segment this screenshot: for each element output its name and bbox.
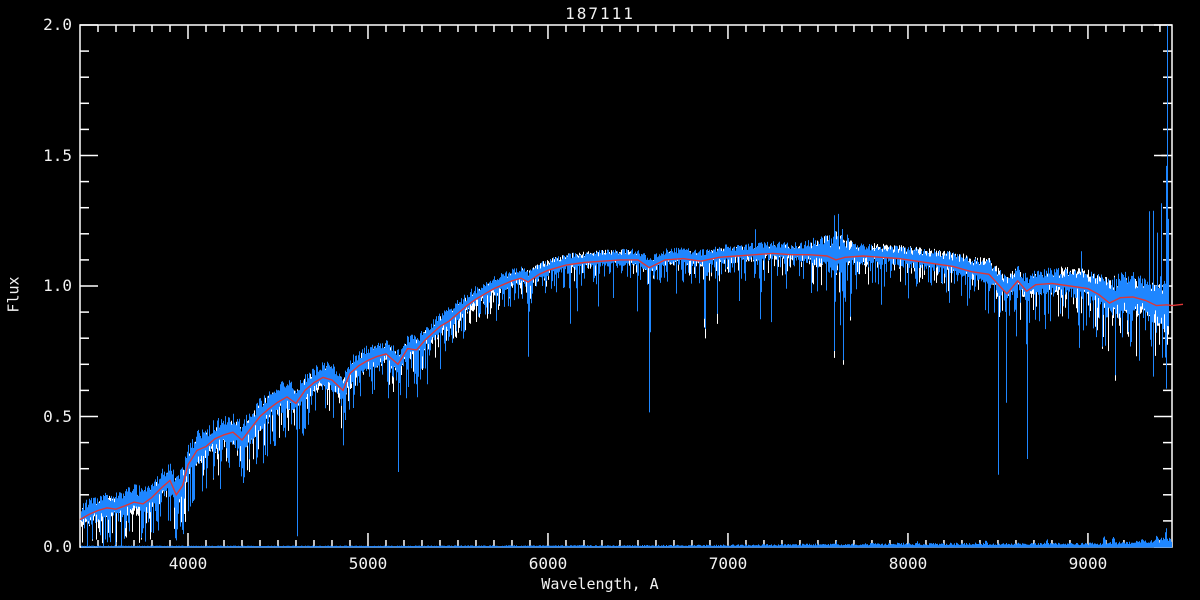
x-tick-label: 5000 [348,554,388,573]
chart-title: 187111 [565,4,635,23]
x-tick-label: 8000 [888,554,928,573]
x-tick-label: 6000 [528,554,568,573]
y-tick-label: 2.0 [43,15,72,34]
x-axis-label: Wavelength, A [541,575,659,593]
x-tick-label: 7000 [708,554,748,573]
x-tick-label: 9000 [1068,554,1108,573]
y-axis-label: Flux [4,276,23,313]
y-tick-label: 1.5 [43,145,72,165]
y-tick-label: 0.0 [43,537,72,556]
noise-floor-blue [81,528,1172,548]
x-tick-label: 4000 [168,554,208,573]
observed-spectrum-blue [81,25,1169,547]
y-tick-label: 0.5 [43,406,72,426]
y-tick-label: 1.0 [43,276,72,295]
model-fit-red [79,252,1184,521]
